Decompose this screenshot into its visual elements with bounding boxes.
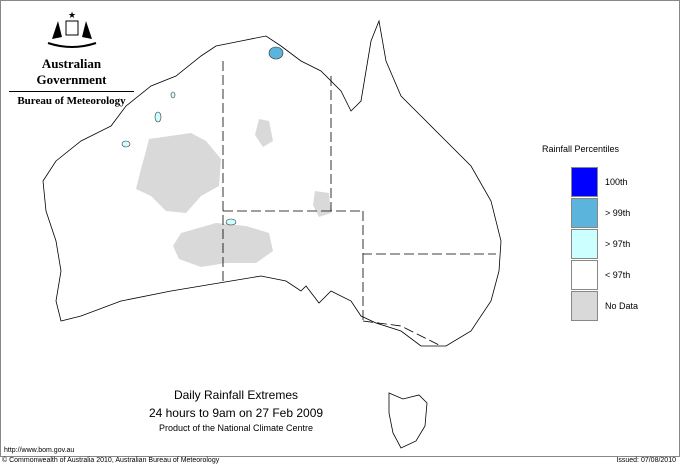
legend: Rainfall Percentiles 100th > 99th > 97th… xyxy=(542,144,652,321)
legend-swatch xyxy=(571,259,598,290)
legend-label: No Data xyxy=(605,300,639,311)
legend-swatch xyxy=(571,228,598,259)
map-frame: ★ Australian Government Bureau of Meteor… xyxy=(0,0,680,457)
legend-swatch xyxy=(571,197,598,228)
legend-label: 100th xyxy=(605,176,628,187)
no-data-region xyxy=(255,119,273,147)
legend-item: < 97th xyxy=(571,259,652,290)
coat-of-arms-icon: ★ xyxy=(47,10,96,48)
state-borders xyxy=(222,61,496,347)
legend-swatch xyxy=(571,290,598,321)
australia-map xyxy=(42,19,502,449)
map-titles: Daily Rainfall Extremes 24 hours to 9am … xyxy=(121,388,351,433)
legend-item: 100th xyxy=(571,166,652,197)
bureau-name: Bureau of Meteorology xyxy=(9,91,134,107)
legend-title: Rainfall Percentiles xyxy=(542,144,620,154)
legend-item: No Data xyxy=(571,290,652,321)
legend-label: < 97th xyxy=(605,269,631,280)
australia-coastline xyxy=(42,19,502,347)
tasmania-coastline xyxy=(388,392,428,449)
above-97th-region xyxy=(170,91,176,99)
above-97th-region xyxy=(121,140,131,148)
map-title: Daily Rainfall Extremes xyxy=(173,388,299,402)
nsw-vic-border xyxy=(362,320,442,347)
legend-label: > 97th xyxy=(605,238,631,249)
government-name: Australian Government xyxy=(36,56,107,87)
map-product: Product of the National Climate Centre xyxy=(158,423,314,433)
high-percentile-regions xyxy=(121,46,284,226)
copyright: © Commonwealth of Australia 2010, Austra… xyxy=(2,457,220,464)
no-data-regions xyxy=(136,119,331,267)
above-97th-region xyxy=(225,218,237,226)
above-99th-region xyxy=(154,111,162,123)
above-99th-region xyxy=(268,46,284,60)
no-data-region xyxy=(136,133,221,213)
legend-item: > 97th xyxy=(571,228,652,259)
svg-text:★: ★ xyxy=(67,10,75,20)
legend-item: > 99th xyxy=(571,197,652,228)
website-link[interactable]: http://www.bom.gov.au xyxy=(4,447,75,454)
sa-qld-border xyxy=(362,211,496,255)
legend-label: > 99th xyxy=(605,207,631,218)
bom-logo: ★ Australian Government Bureau of Meteor… xyxy=(9,9,134,107)
qld-nt-border xyxy=(330,76,363,212)
no-data-region xyxy=(313,191,331,217)
map-period: 24 hours to 9am on 27 Feb 2009 xyxy=(148,406,324,420)
issued-date: Issued: 07/08/2010 xyxy=(616,457,676,464)
legend-swatch xyxy=(571,166,598,197)
